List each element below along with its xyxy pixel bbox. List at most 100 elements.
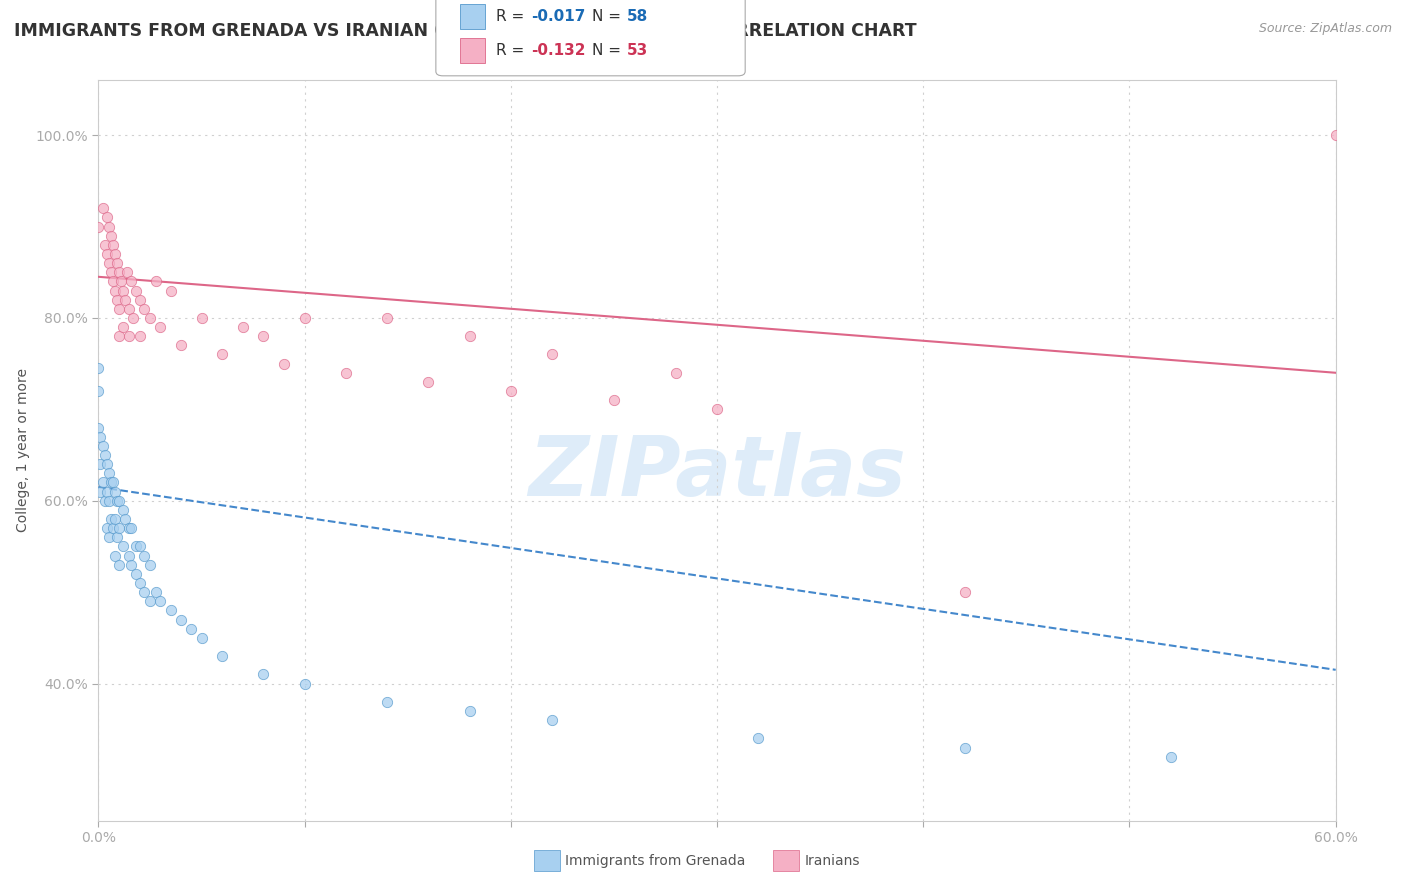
Point	[139, 594, 162, 608]
Point	[100, 265, 122, 279]
Point	[89, 484, 111, 499]
Text: -0.017: -0.017	[531, 9, 586, 24]
Point	[458, 329, 481, 343]
Point	[104, 512, 127, 526]
Point	[132, 585, 155, 599]
Point	[120, 558, 142, 572]
Point	[747, 731, 769, 746]
Point	[124, 284, 146, 298]
Point	[118, 329, 141, 343]
Point	[108, 558, 131, 572]
Text: R =: R =	[496, 9, 530, 24]
Text: 53: 53	[627, 43, 648, 58]
Point	[97, 219, 120, 234]
Text: Immigrants from Grenada: Immigrants from Grenada	[565, 854, 745, 868]
Point	[294, 310, 316, 325]
Text: ZIPatlas: ZIPatlas	[529, 432, 905, 513]
Point	[105, 256, 128, 270]
Point	[96, 521, 118, 535]
Point	[145, 274, 167, 288]
Text: -0.132: -0.132	[531, 43, 586, 58]
Point	[232, 320, 254, 334]
Point	[124, 566, 146, 581]
Point	[128, 576, 150, 591]
Point	[375, 695, 398, 709]
Point	[149, 320, 172, 334]
Point	[87, 361, 110, 376]
Point	[97, 493, 120, 508]
Text: Source: ZipAtlas.com: Source: ZipAtlas.com	[1258, 22, 1392, 36]
Point	[87, 420, 110, 434]
Point	[108, 493, 131, 508]
Point	[108, 329, 131, 343]
Point	[97, 467, 120, 481]
Point	[294, 676, 316, 690]
Point	[101, 475, 124, 490]
Point	[128, 540, 150, 554]
Point	[418, 375, 440, 389]
Point	[110, 274, 132, 288]
Point	[87, 219, 110, 234]
Point	[91, 475, 114, 490]
Point	[541, 347, 564, 361]
Point	[96, 247, 118, 261]
Point	[89, 430, 111, 444]
Point	[112, 284, 135, 298]
Point	[89, 457, 111, 471]
Point	[101, 237, 124, 252]
Text: 58: 58	[627, 9, 648, 24]
Point	[953, 585, 976, 599]
Point	[118, 521, 141, 535]
Point	[1324, 128, 1347, 142]
Point	[953, 740, 976, 755]
Point	[112, 540, 135, 554]
Point	[105, 530, 128, 544]
Text: N =: N =	[592, 9, 626, 24]
Point	[104, 247, 127, 261]
Point	[97, 256, 120, 270]
Point	[1160, 749, 1182, 764]
Point	[100, 512, 122, 526]
Point	[118, 301, 141, 316]
Point	[170, 338, 193, 352]
Point	[139, 310, 162, 325]
Point	[100, 475, 122, 490]
Point	[159, 603, 181, 617]
Point	[93, 448, 115, 462]
Point	[93, 493, 115, 508]
Point	[100, 228, 122, 243]
Point	[104, 284, 127, 298]
Point	[603, 393, 626, 408]
Point	[91, 201, 114, 215]
Point	[132, 301, 155, 316]
Point	[211, 649, 233, 664]
Point	[87, 384, 110, 398]
Point	[96, 457, 118, 471]
Point	[120, 521, 142, 535]
Point	[211, 347, 233, 361]
Point	[114, 293, 136, 307]
Point	[706, 402, 728, 417]
Point	[108, 265, 131, 279]
Point	[117, 265, 139, 279]
Point	[105, 293, 128, 307]
Point	[458, 704, 481, 718]
Point	[159, 284, 181, 298]
Point	[190, 631, 212, 645]
Point	[122, 310, 145, 325]
Point	[128, 293, 150, 307]
Text: R =: R =	[496, 43, 530, 58]
Y-axis label: College, 1 year or more: College, 1 year or more	[15, 368, 30, 533]
Point	[114, 512, 136, 526]
Point	[252, 329, 274, 343]
Point	[93, 237, 115, 252]
Point	[128, 329, 150, 343]
Point	[96, 211, 118, 225]
Point	[104, 549, 127, 563]
Point	[375, 310, 398, 325]
Point	[97, 530, 120, 544]
Point	[252, 667, 274, 681]
Point	[149, 594, 172, 608]
Point	[180, 622, 202, 636]
Point	[108, 301, 131, 316]
